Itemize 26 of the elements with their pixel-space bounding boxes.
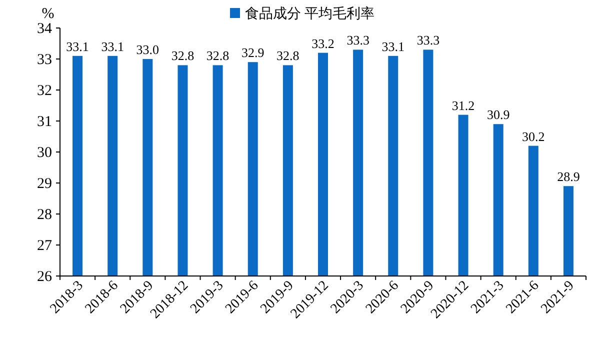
text: 33.0 xyxy=(136,42,160,57)
text: 28.9 xyxy=(557,169,580,184)
text: 31.2 xyxy=(452,98,475,113)
text: 32.9 xyxy=(241,45,264,60)
y-tick-label: 30 xyxy=(37,145,52,161)
legend-label: 食品成分 平均毛利率 xyxy=(245,6,374,22)
text: 33.3 xyxy=(416,32,440,48)
y-tick-label: 33 xyxy=(37,52,52,68)
text: 30.2 xyxy=(522,128,545,144)
y-tick-label: 32 xyxy=(37,83,52,99)
y-axis-title: % xyxy=(42,6,54,22)
y-tick-label: 34 xyxy=(37,21,52,37)
text: 32.8 xyxy=(171,48,194,64)
text: 32.8 xyxy=(276,48,300,64)
text: 30.9 xyxy=(486,107,510,122)
text: 33.1 xyxy=(66,38,89,54)
text: 33.1 xyxy=(101,38,124,54)
y-tick-label: 27 xyxy=(37,238,52,254)
y-tick-label: 26 xyxy=(37,269,52,285)
text: 32.8 xyxy=(206,48,230,64)
y-tick-label: 31 xyxy=(37,114,52,130)
text: 33.2 xyxy=(312,36,334,51)
y-tick-label: 28 xyxy=(37,207,52,223)
text: 33.3 xyxy=(346,32,370,48)
y-tick-label: 29 xyxy=(37,176,52,192)
text: 33.1 xyxy=(382,38,405,54)
